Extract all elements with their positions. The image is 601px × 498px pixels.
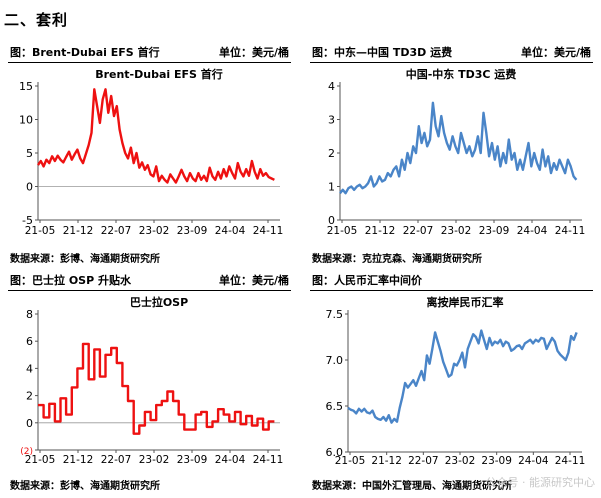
chart-title: Brent-Dubai EFS 首行 — [95, 67, 223, 81]
x-tick-label: 23-09 — [479, 225, 510, 237]
y-tick-label: 7.0 — [326, 354, 344, 367]
y-tick-label: 5 — [26, 147, 33, 160]
panel-cny: 图：人民币汇率中间价 离按岸民币汇率 6.0 6.5 7.0 7.5 21-05 21-12… — [310, 272, 593, 494]
y-tick-label: 8 — [26, 308, 33, 321]
x-tick-label: 23-02 — [139, 454, 170, 466]
x-tick-label: 24-11 — [253, 454, 284, 466]
y-tick-label: 4 — [26, 362, 33, 375]
x-tick-label: 24-04 — [215, 454, 246, 466]
y-tick-label: 0 — [26, 417, 33, 430]
y-tick-label: 4 — [328, 80, 335, 93]
x-tick-label: 23-09 — [177, 225, 208, 237]
x-tick-label: 21-12 — [371, 455, 402, 467]
series-line — [339, 101, 578, 195]
series-line — [37, 88, 275, 184]
panel-header: 图：Brent-Dubai EFS 首行 单位：美元/桶 — [8, 44, 291, 63]
x-tick-label: 23-02 — [441, 225, 472, 237]
x-tick-label: 22-07 — [403, 225, 434, 237]
panel-header: 图：巴士拉 OSP 升贴水 单位：美元/桶 — [8, 272, 291, 291]
panel-title: 图：Brent-Dubai EFS 首行 — [10, 46, 160, 59]
y-tick-label: 6.5 — [326, 400, 344, 413]
x-tick-label: 21-05 — [25, 454, 56, 466]
efs-chart: Brent-Dubai EFS 首行 -5 0 5 10 15 21-05 21-12 22-0… — [19, 67, 284, 237]
x-tick-label: 21-05 — [25, 225, 56, 237]
y-tick-label: -5 — [22, 214, 33, 227]
y-tick-label: 0 — [328, 214, 335, 227]
x-tick-label: 24-04 — [517, 225, 548, 237]
chart-title: 巴士拉OSP — [130, 295, 188, 309]
x-tick-label: 23-02 — [445, 455, 476, 467]
y-tick-label: 3 — [328, 114, 335, 127]
x-tick-label: 24-11 — [555, 455, 586, 467]
y-tick-label: 1 — [328, 181, 335, 194]
watermark: 公众号 · 能源研究中心 — [485, 476, 596, 489]
cny-chart: 离按岸民币汇率 6.0 6.5 7.0 7.5 21-05 21-12 22-07 23-02 2… — [326, 295, 586, 467]
panel-td3c: 图：中东—中国 TD3D 运费 单位：美元/桶 中国-中东 TD3C 运费 0 1 2… — [310, 44, 593, 266]
panel-header: 图：中东—中国 TD3D 运费 单位：美元/桶 — [310, 44, 593, 63]
x-tick-label: 21-05 — [327, 225, 358, 237]
x-tick-label: 21-12 — [63, 454, 94, 466]
x-tick-label: 21-12 — [63, 225, 94, 237]
x-tick-label: 24-11 — [253, 225, 284, 237]
panel-efs: 图：Brent-Dubai EFS 首行 单位：美元/桶 Brent-Dubai… — [8, 44, 291, 266]
y-tick-label: 10 — [19, 114, 33, 127]
chart-title: 离按岸民币汇率 — [427, 295, 504, 309]
td3c-chart: 中国-中东 TD3C 运费 0 1 2 3 4 21-05 21-12 22-07 23-02 23… — [327, 67, 586, 237]
panel-source: 数据来源：彭博、海通期货研究所 — [10, 254, 160, 265]
panel-source: 数据来源：克拉克森、海通期货研究所 — [312, 254, 482, 265]
panel-header: 图：人民币汇率中间价 — [310, 272, 593, 291]
x-tick-label: 23-02 — [139, 225, 170, 237]
x-tick-label: 23-09 — [481, 455, 512, 467]
panel-title: 图：人民币汇率中间价 — [312, 274, 422, 287]
panel-unit: 单位：美元/桶 — [520, 46, 591, 59]
x-tick-label: 21-12 — [365, 225, 396, 237]
x-tick-label: 22-07 — [101, 454, 132, 466]
panel-title: 图：中东—中国 TD3D 运费 — [312, 46, 453, 59]
x-tick-label: 24-11 — [555, 225, 586, 237]
y-tick-label: 6.0 — [326, 446, 344, 459]
panel-source: 数据来源：中国外汇管理局、海通期货研究所 — [312, 481, 512, 492]
osp-chart: 巴士拉OSP (2) 0 2 4 6 8 21-05 21-12 22-07 23-02 23-09 2… — [20, 295, 284, 466]
y-tick-label: 0 — [26, 181, 33, 194]
x-tick-label: 23-09 — [177, 454, 208, 466]
x-tick-label: 24-04 — [518, 455, 549, 467]
chart-title: 中国-中东 TD3C 运费 — [406, 67, 517, 81]
y-tick-label: 2 — [328, 147, 335, 160]
x-tick-label: 22-07 — [101, 225, 132, 237]
y-tick-label: 15 — [19, 80, 33, 93]
series-line — [347, 329, 578, 424]
y-tick-label: 6 — [26, 335, 33, 348]
x-tick-label: 21-05 — [335, 455, 366, 467]
panel-unit: 单位：美元/桶 — [218, 274, 289, 287]
series-line — [38, 342, 275, 435]
panel-title: 图：巴士拉 OSP 升贴水 — [10, 274, 131, 287]
x-tick-label: 24-04 — [215, 225, 246, 237]
panel-unit: 单位：美元/桶 — [218, 46, 289, 59]
y-tick-label: 7.5 — [326, 308, 344, 321]
x-tick-label: 22-07 — [408, 455, 439, 467]
section-title: 二、套利 — [4, 11, 69, 29]
panel-osp: 图：巴士拉 OSP 升贴水 单位：美元/桶 巴士拉OSP (2) 0 2 4 6 8 21-0… — [8, 272, 291, 494]
y-tick-label: (2) — [20, 447, 33, 457]
y-tick-label: 2 — [26, 390, 33, 403]
panel-source: 数据来源：彭博、海通期货研究所 — [10, 481, 160, 492]
